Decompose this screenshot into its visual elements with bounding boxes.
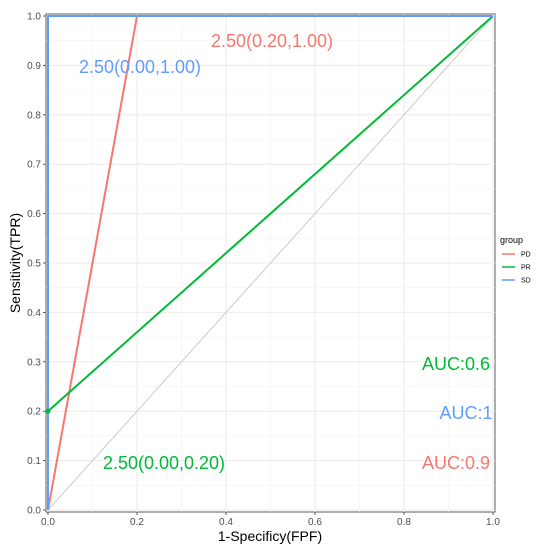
y-tick-label: 0.4 — [27, 308, 41, 319]
y-axis-title: Sensitivity(TPR) — [7, 213, 23, 313]
legend-entry-pd: PD — [502, 252, 531, 259]
legend-label-sd: SD — [521, 278, 531, 285]
series-line-sd — [47, 15, 493, 510]
annotation-pr-threshold: 2.50(0.00,0.20) — [103, 453, 225, 473]
annotations: 2.50(0.20,1.00) 2.50(0.00,1.00) 2.50(0.0… — [79, 31, 493, 473]
y-ticks: 0.0 0.1 0.2 0.3 0.4 0.5 0.6 0.7 0.8 0.9 1.0 — [27, 12, 46, 517]
x-tick-label: 1.0 — [486, 517, 500, 528]
y-tick-label: 0.8 — [27, 110, 41, 121]
legend-label-pd: PD — [521, 252, 531, 259]
x-axis-title: 1-Specificy(FPF) — [218, 528, 322, 544]
x-tick-label: 0.6 — [308, 517, 322, 528]
y-tick-label: 0.2 — [27, 407, 41, 418]
annotation-pd-threshold: 2.50(0.20,1.00) — [211, 31, 333, 51]
x-ticks: 0.0 0.2 0.4 0.6 0.8 1.0 — [41, 512, 500, 528]
y-tick-label: 0.5 — [27, 259, 41, 270]
annotation-sd-threshold: 2.50(0.00,1.00) — [79, 57, 201, 77]
legend-title: group — [500, 235, 523, 245]
y-tick-label: 1.0 — [27, 12, 41, 23]
y-tick-label: 0.6 — [27, 209, 41, 220]
annotation-pd-auc: AUC:0.9 — [422, 453, 490, 473]
legend-label-pr: PR — [521, 265, 531, 272]
x-tick-label: 0.4 — [219, 517, 233, 528]
legend: group PD PR SD — [500, 235, 531, 285]
annotation-pr-auc: AUC:0.6 — [422, 354, 490, 374]
annotation-sd-auc: AUC:1 — [439, 403, 492, 423]
y-tick-label: 0.9 — [27, 61, 41, 72]
y-tick-label: 0.0 — [27, 506, 41, 517]
reference-diagonal — [47, 15, 494, 511]
legend-entry-sd: SD — [502, 278, 531, 285]
legend-entry-pr: PR — [502, 265, 531, 272]
x-tick-label: 0.8 — [397, 517, 411, 528]
point-pr-threshold — [45, 408, 51, 414]
y-tick-label: 0.1 — [27, 456, 41, 467]
x-tick-label: 0.2 — [130, 517, 144, 528]
y-tick-label: 0.3 — [27, 357, 41, 368]
x-tick-label: 0.0 — [41, 517, 55, 528]
y-tick-label: 0.7 — [27, 160, 41, 171]
series-lines — [45, 15, 494, 511]
reference-diagonal-line — [47, 15, 494, 511]
